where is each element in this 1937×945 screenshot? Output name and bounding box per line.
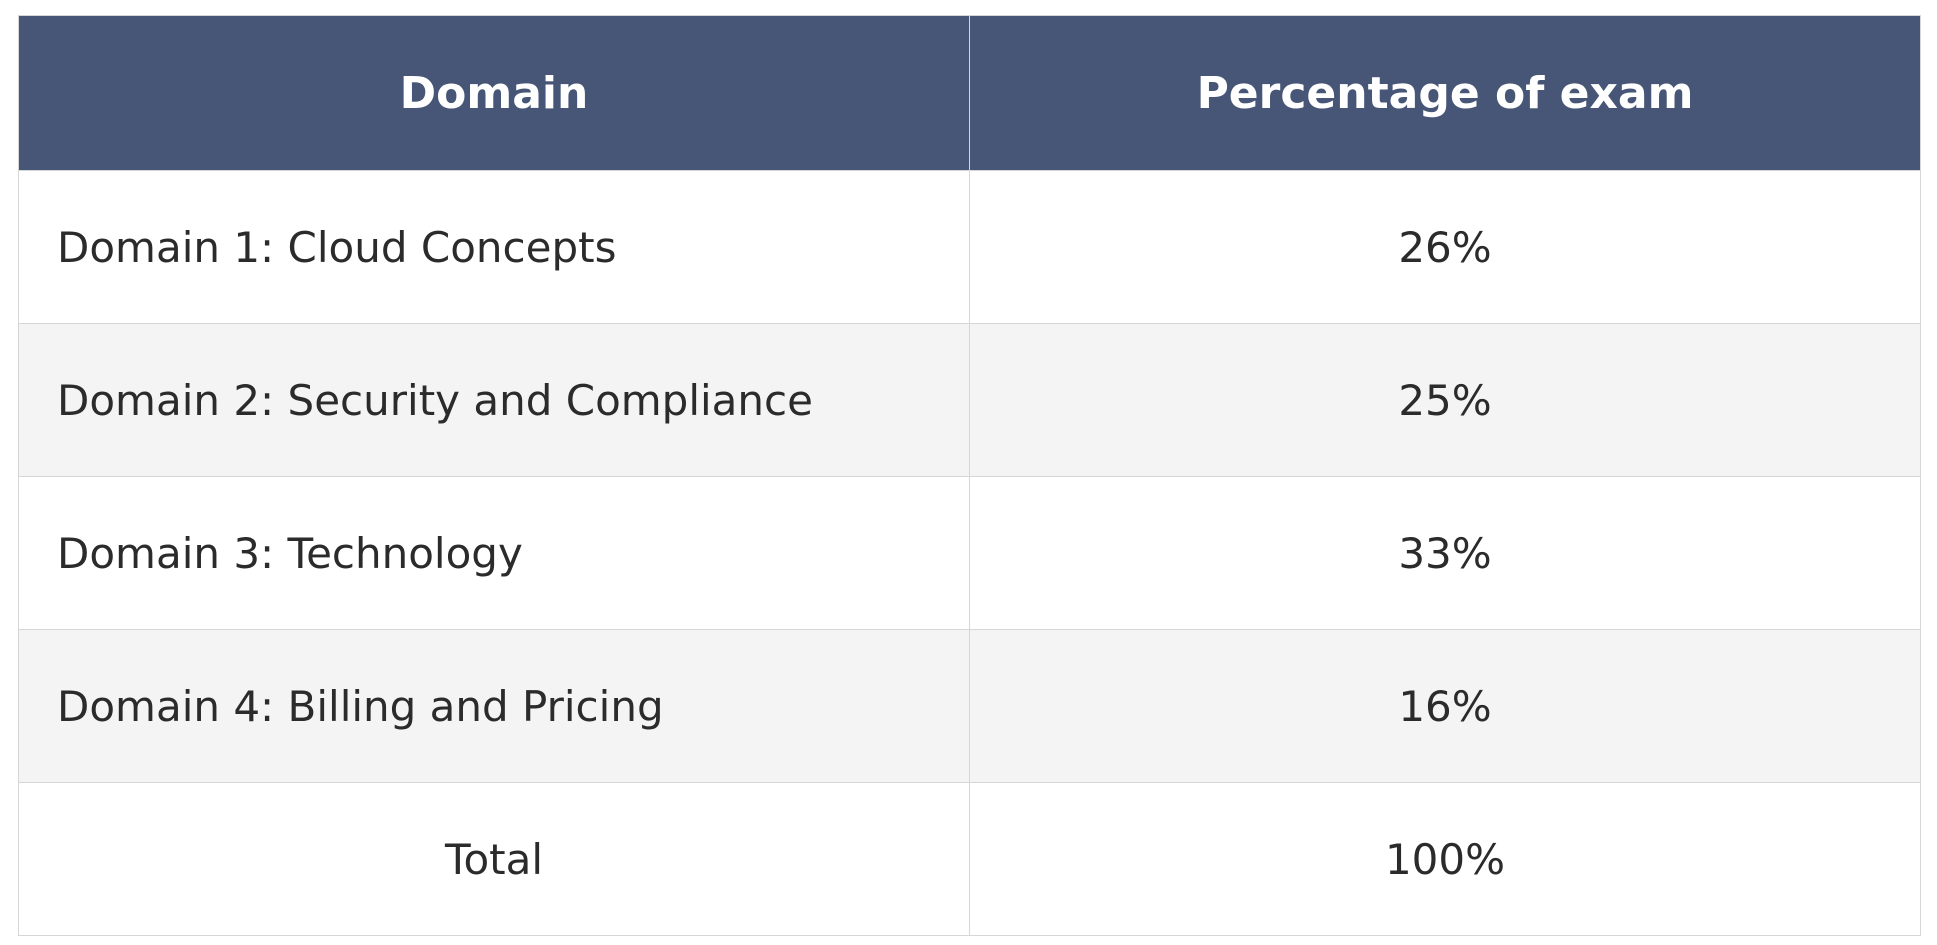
table-header: Domain Percentage of exam: [18, 15, 1921, 171]
domain-cell: Domain 2: Security and Compliance: [18, 323, 970, 477]
header-domain: Domain: [18, 15, 970, 171]
exam-domain-table: Domain Percentage of exam Domain 1: Clou…: [18, 15, 1921, 936]
table-row: Domain 3: Technology 33%: [18, 476, 1921, 630]
percentage-cell: 16%: [969, 629, 1921, 783]
domain-cell: Domain 3: Technology: [18, 476, 970, 630]
domain-cell: Domain 1: Cloud Concepts: [18, 170, 970, 324]
domain-cell: Domain 4: Billing and Pricing: [18, 629, 970, 783]
total-label-cell: Total: [18, 782, 970, 936]
table-body: Domain 1: Cloud Concepts 26% Domain 2: S…: [18, 170, 1921, 936]
percentage-cell: 26%: [969, 170, 1921, 324]
table-row: Domain 2: Security and Compliance 25%: [18, 323, 1921, 477]
table-row: Domain 1: Cloud Concepts 26%: [18, 170, 1921, 324]
exam-domain-table-container: Domain Percentage of exam Domain 1: Clou…: [18, 15, 1921, 936]
total-row: Total 100%: [18, 782, 1921, 936]
percentage-cell: 25%: [969, 323, 1921, 477]
header-row: Domain Percentage of exam: [18, 15, 1921, 171]
total-percentage-cell: 100%: [969, 782, 1921, 936]
percentage-cell: 33%: [969, 476, 1921, 630]
table-row: Domain 4: Billing and Pricing 16%: [18, 629, 1921, 783]
header-percentage: Percentage of exam: [969, 15, 1921, 171]
